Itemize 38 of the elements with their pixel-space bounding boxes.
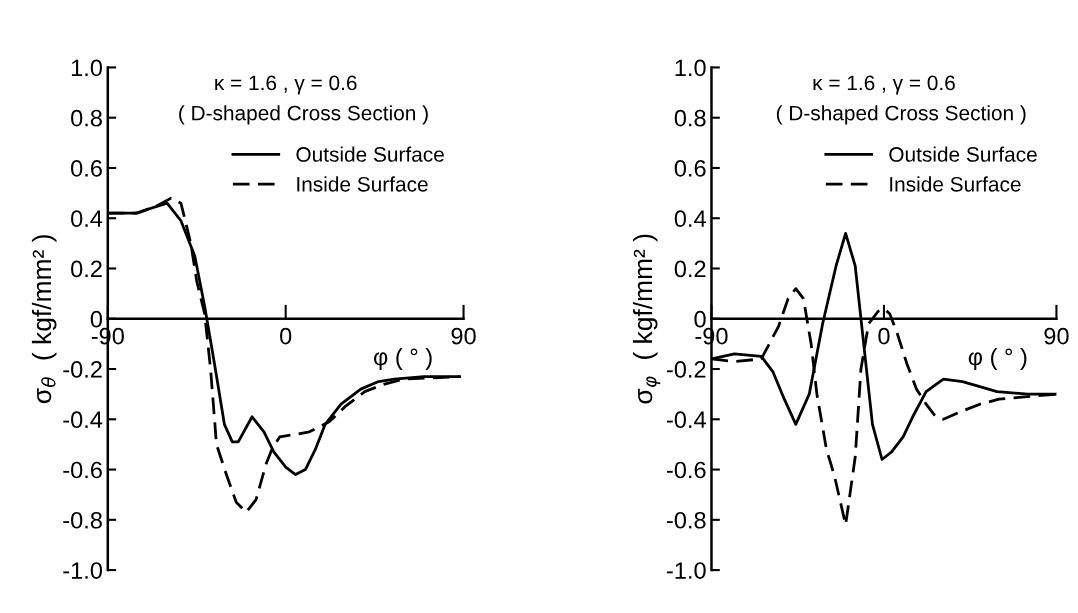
chart-title: κ = 1.6 , γ = 0.6: [813, 75, 955, 95]
y-tick-label: -0.2: [666, 361, 706, 378]
y-tick-label: 0.8: [674, 109, 706, 127]
text: ( D-shaped Cross Section ): [776, 105, 1026, 125]
x-tick-label: 90: [451, 327, 476, 345]
legend-label: Inside Surface: [890, 176, 1021, 192]
legend-label: Outside Surface: [296, 146, 444, 162]
y-tick-label: 0.8: [71, 109, 102, 127]
text: ( D-shaped Cross Section ): [179, 105, 428, 125]
y-tick-label: 0.4: [71, 210, 103, 228]
y-tick-label: -0.8: [666, 511, 706, 529]
y-tick-label: 0.2: [674, 260, 706, 278]
y-tick-label: -0.2: [63, 361, 102, 378]
y-tick-label: -0.8: [63, 511, 102, 529]
y-tick-label: -0.6: [666, 461, 706, 479]
y-tick-label: 0.2: [71, 260, 102, 278]
y-tick-label: -0.4: [63, 411, 103, 429]
x-tick-label: 90: [1044, 327, 1069, 345]
y-tick-label: 0.6: [674, 160, 706, 177]
y-axis-title: σ$_{θ}$ ( kgf/mm² ): [31, 235, 57, 404]
y-tick-label: 0: [694, 310, 706, 328]
legend-label: Inside Surface: [297, 176, 428, 192]
x-tick-label: 0: [878, 327, 890, 345]
y-tick-label: -0.6: [63, 461, 102, 479]
y-tick-label: -0.4: [666, 411, 706, 429]
y-tick-label: -1.0: [666, 562, 706, 579]
y-tick-label: 0: [90, 310, 103, 328]
y-tick-label: 0.6: [71, 160, 102, 177]
x-tick-label: 0: [280, 327, 292, 345]
y-tick-label: 1.0: [675, 59, 706, 77]
y-tick-label: -1.0: [63, 562, 103, 579]
y-tick-label: 1.0: [71, 59, 103, 77]
y-tick-label: 0.4: [674, 210, 706, 228]
chart-title: κ = 1.6 , γ = 0.6: [215, 75, 357, 95]
x-axis-title: φ ( ° ): [968, 347, 1027, 370]
y-axis-title: σ$_{φ}$ ( kgf/mm² ): [632, 234, 661, 404]
x-axis-title: φ ( ° ): [373, 347, 432, 370]
legend-label: Outside Surface: [889, 146, 1037, 162]
